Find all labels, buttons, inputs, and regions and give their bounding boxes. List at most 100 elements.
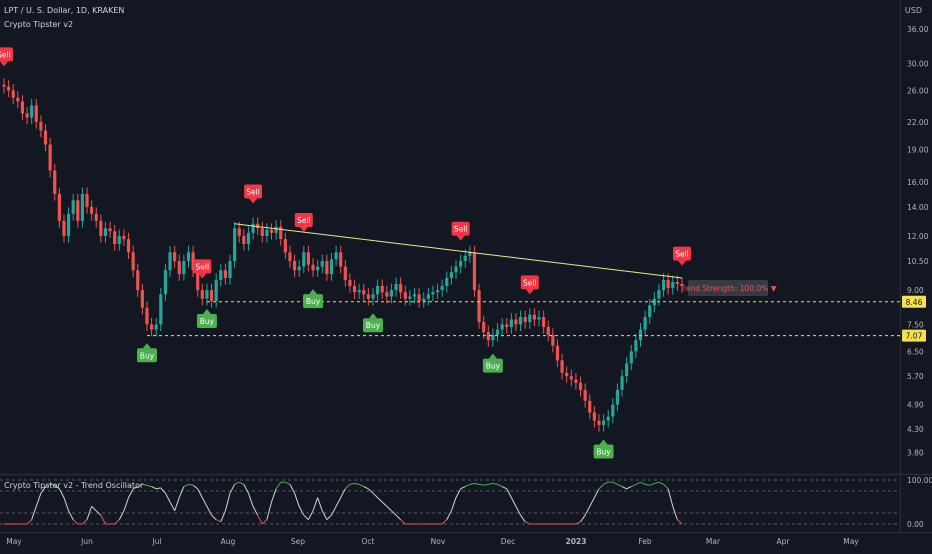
candle-body	[445, 277, 449, 286]
sell-marker	[294, 212, 313, 227]
candle-body	[48, 144, 52, 171]
candle-body	[140, 290, 144, 308]
oscillator-line-segment	[363, 486, 369, 490]
oscillator-line-segment	[100, 514, 106, 525]
price-tick-label: 14.00	[907, 203, 929, 212]
candle-body	[279, 226, 283, 240]
indicator-name: Crypto Tipster v2	[4, 20, 74, 29]
candle-body	[482, 321, 486, 333]
oscillator-line-segment	[580, 514, 586, 523]
buy-marker-pointer	[368, 313, 377, 319]
currency-label: USD	[904, 6, 922, 15]
oscillator-line-segment	[118, 510, 125, 520]
oscillator-line-segment	[257, 514, 263, 525]
candle-body	[435, 290, 440, 293]
candle-body	[454, 266, 458, 273]
candle-body	[209, 290, 214, 301]
sell-marker	[673, 246, 691, 261]
oscillator-line-segment	[598, 484, 604, 490]
candle-body	[597, 420, 601, 425]
oscillator-line-segment	[68, 510, 74, 520]
oscillator-line-segment	[275, 481, 282, 490]
candle-body	[228, 261, 232, 278]
oscillator-line-segment	[215, 519, 221, 523]
candle-body	[329, 259, 334, 275]
candle-body	[288, 252, 292, 262]
oscillator-line-segment	[123, 497, 130, 511]
sell-marker-label: Sell	[675, 250, 689, 259]
candle-body	[145, 307, 149, 325]
candle-body	[136, 270, 140, 291]
chart-symbol-title: LPT / U. S. Dollar, 1D, KRAKEN	[4, 6, 125, 15]
trendline	[234, 223, 683, 279]
oscillator-line-segment	[510, 497, 517, 507]
oscillator-line-segment	[142, 483, 148, 486]
candle-body	[53, 170, 57, 194]
sell-marker-label: Sell	[196, 262, 210, 271]
candle-body	[620, 376, 624, 390]
buy-marker-pointer	[202, 308, 211, 314]
candle-body	[34, 105, 38, 122]
sell-marker	[451, 221, 470, 236]
oscillator-line-segment	[645, 483, 650, 486]
oscillator-line-segment	[164, 492, 171, 503]
candle-body	[205, 290, 209, 299]
candle-body	[246, 232, 251, 244]
time-tick-label: May	[6, 537, 22, 546]
oscillator-line-segment	[631, 483, 637, 488]
candle-body	[108, 228, 112, 232]
price-tick-label: 19.00	[907, 145, 929, 154]
candle-body	[389, 290, 394, 297]
candle-body	[537, 317, 541, 320]
candle-body	[680, 283, 684, 286]
oscillator-line-segment	[441, 519, 448, 525]
oscillator-line-segment	[160, 487, 166, 494]
oscillator-line-segment	[575, 521, 581, 525]
candle-body	[7, 86, 11, 91]
oscillator-line-segment	[377, 497, 383, 503]
candle-body	[251, 223, 255, 233]
oscillator-line-segment	[188, 483, 194, 486]
price-tick-label: 22.00	[907, 118, 929, 127]
time-tick-label: Sep	[291, 537, 305, 546]
candle-body	[675, 281, 679, 284]
oscillator-line-segment	[72, 519, 79, 525]
oscillator-line-segment	[50, 483, 55, 486]
oscillator-line-segment	[612, 481, 618, 485]
buy-marker	[362, 318, 383, 333]
candle-body	[233, 228, 237, 262]
oscillator-line-segment	[183, 483, 189, 488]
oscillator-line-segment	[478, 483, 484, 486]
oscillator-line-segment	[368, 488, 374, 494]
oscillator-line-segment	[252, 506, 259, 516]
candle-body	[440, 285, 444, 291]
price-tick-label: 7.50	[907, 320, 924, 329]
candle-body	[657, 290, 661, 299]
oscillator-line-segment	[626, 486, 632, 490]
candle-body	[274, 226, 278, 233]
candle-body	[182, 261, 186, 275]
oscillator-line-segment	[372, 492, 378, 498]
candle-body	[297, 266, 301, 271]
buy-marker-label: Buy	[306, 297, 321, 306]
oscillator-line-segment	[201, 497, 208, 507]
oscillator-line-segment	[211, 514, 217, 520]
candle-body	[283, 239, 287, 253]
sell-marker	[193, 259, 212, 274]
oscillator-line-segment	[266, 501, 272, 520]
candle-body	[334, 252, 338, 260]
oscillator-tick-label: 100.00	[907, 476, 932, 485]
price-tick-label: 4.90	[907, 401, 924, 410]
sell-marker-label: Sell	[0, 50, 11, 59]
oscillator-line-segment	[156, 487, 161, 490]
buy-marker	[482, 358, 503, 373]
buy-marker-pointer	[309, 289, 318, 295]
price-marker-label: 8.46	[906, 298, 923, 307]
oscillator-line-segment	[446, 510, 452, 520]
trend-strength-label: Trend Strength: 100.0% ▼	[678, 284, 776, 293]
oscillator-line-segment	[95, 510, 102, 516]
time-tick-label: 2023	[566, 537, 587, 546]
candle-body	[417, 294, 421, 301]
